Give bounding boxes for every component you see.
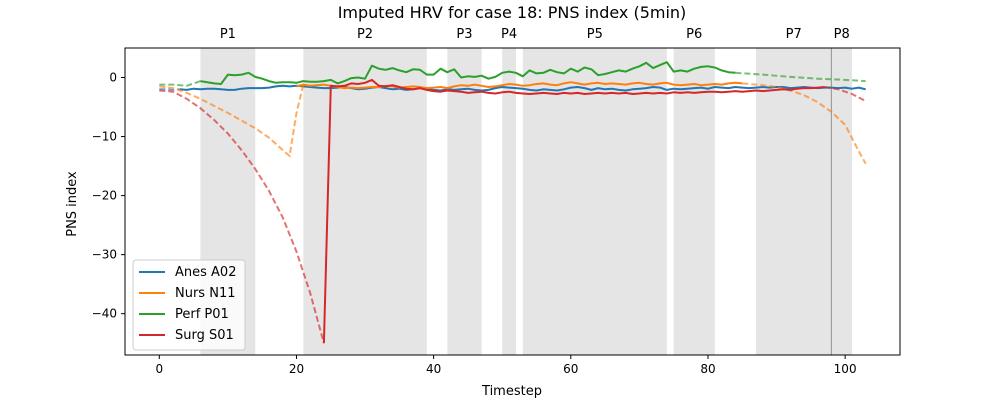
phase-band-p5 (522, 48, 667, 355)
phase-band-p7 (755, 48, 832, 355)
legend-label: Perf P01 (175, 307, 229, 322)
series-imputed-surg-s01 (159, 89, 325, 344)
phase-label-p2: P2 (357, 27, 373, 42)
series-imputed-tail-surg-s01 (824, 86, 867, 102)
y-tick-label: 0 (109, 71, 117, 85)
y-tick-label: −20 (92, 189, 117, 203)
phase-label-p6: P6 (686, 27, 702, 42)
series-line-anes-a02 (179, 84, 866, 92)
y-axis-label: PNS index (65, 171, 80, 237)
series-imputed-perf-p01 (159, 80, 201, 87)
legend-label: Anes A02 (175, 265, 236, 280)
x-tick-label: 100 (834, 362, 857, 376)
phase-label-p4: P4 (501, 27, 517, 42)
series-imputed-anes-a02 (159, 88, 180, 91)
x-tick-label: 40 (426, 362, 441, 376)
series-line-surg-s01 (322, 78, 825, 344)
series-line-nurs-n11 (296, 81, 743, 90)
phase-label-p3: P3 (456, 27, 472, 42)
series-imputed-tail-perf-p01 (735, 71, 866, 83)
y-tick-label: −30 (92, 248, 117, 262)
phase-label-p1: P1 (220, 27, 236, 42)
phase-band-p6 (673, 48, 715, 355)
phase-band-p2 (303, 48, 427, 355)
phase-label-p5: P5 (587, 27, 603, 42)
x-axis-label: Timestep (481, 384, 542, 399)
series-line-perf-p01 (200, 61, 736, 85)
phase-label-p8: P8 (834, 27, 850, 42)
legend-box (132, 259, 246, 351)
phase-band-p8 (831, 48, 852, 355)
legend-label: Nurs N11 (175, 286, 235, 301)
phase-band-p3 (447, 48, 482, 355)
chart-title: Imputed HRV for case 18: PNS index (5min… (338, 3, 687, 22)
x-tick-label: 0 (155, 362, 163, 376)
phase-band-p4 (502, 48, 516, 355)
series-imputed-tail-nurs-n11 (742, 82, 867, 165)
x-tick-label: 20 (289, 362, 304, 376)
legend-label: Surg S01 (175, 328, 234, 343)
y-tick-label: −10 (92, 130, 117, 144)
plot-frame (124, 47, 901, 356)
series-imputed-nurs-n11 (159, 84, 305, 158)
y-tick-label: −40 (92, 307, 117, 321)
x-tick-label: 80 (700, 362, 715, 376)
phase-label-p7: P7 (786, 27, 802, 42)
x-tick-label: 60 (563, 362, 578, 376)
